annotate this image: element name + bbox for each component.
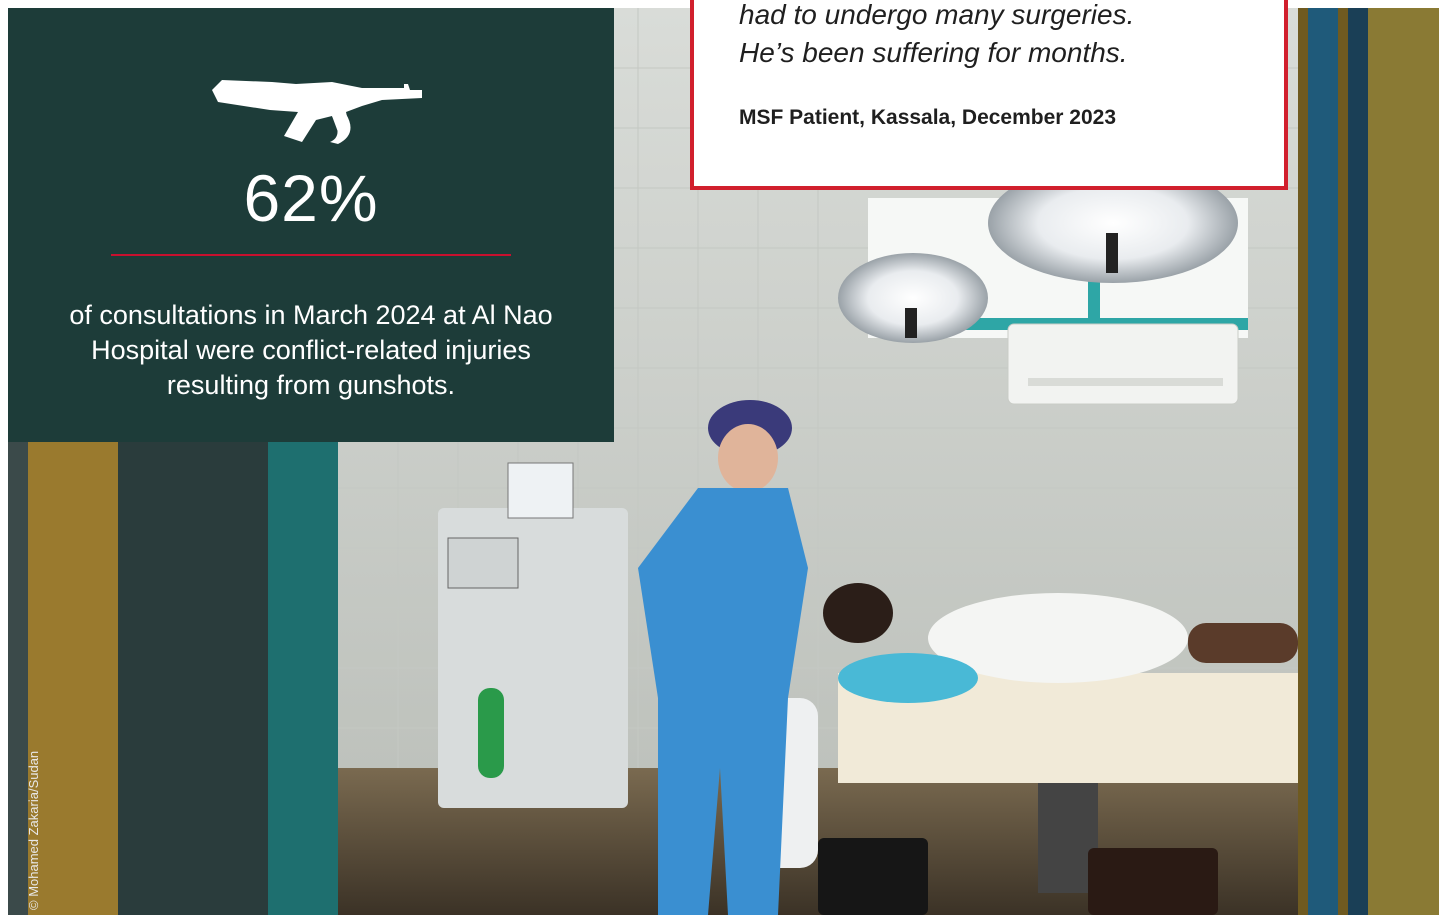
photo-credit-text: © Mohamed Zakaria/Sudan — [26, 750, 41, 910]
stat-description: of consultations in March 2024 at Al Nao… — [69, 300, 553, 400]
quote-card: had to undergo many surgeries. He’s been… — [690, 0, 1288, 190]
quote-text: had to undergo many surgeries. He’s been… — [739, 0, 1279, 72]
quote-line: had to undergo many surgeries. — [739, 0, 1135, 30]
statistic-panel: 62% of consultations in March 2024 at Al… — [8, 8, 614, 442]
rifle-icon — [212, 80, 422, 144]
stat-value: 62% — [243, 161, 379, 235]
quote-line: He’s been suffering for months. — [739, 37, 1128, 68]
stat-divider — [111, 254, 511, 256]
quote-attribution: MSF Patient, Kassala, December 2023 — [739, 106, 1117, 129]
photo-credit: © Mohamed Zakaria/Sudan — [26, 694, 42, 910]
